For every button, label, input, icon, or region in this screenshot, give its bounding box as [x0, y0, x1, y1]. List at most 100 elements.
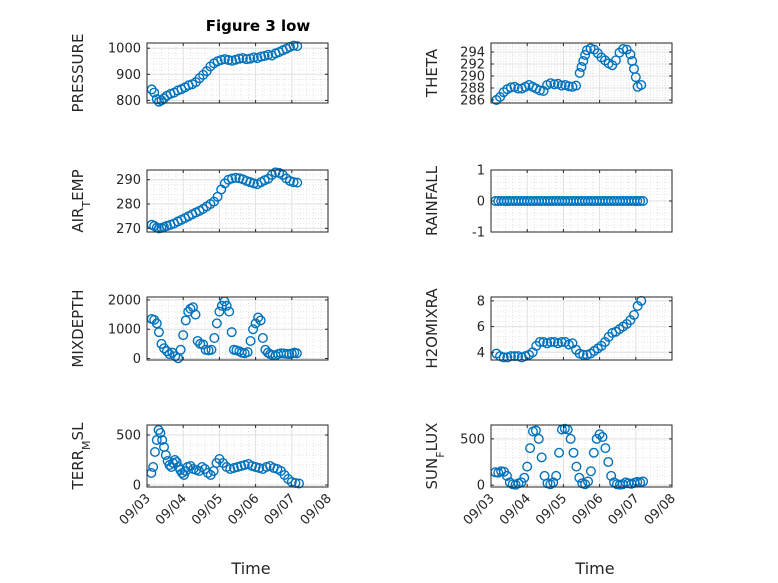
data-point — [149, 87, 160, 98]
data-point — [227, 173, 238, 184]
data-point — [580, 479, 591, 490]
data-points — [146, 40, 303, 107]
data-point — [291, 348, 302, 359]
data-point — [292, 177, 303, 188]
data-point — [594, 429, 605, 440]
data-point — [161, 346, 172, 357]
data-point — [638, 195, 649, 206]
data-point — [638, 476, 649, 487]
y-tick-label: 2000 — [108, 293, 141, 308]
data-point — [253, 312, 264, 323]
data-point — [248, 52, 259, 63]
data-point — [588, 447, 599, 458]
y-axis-label-part: MIXDEPTH — [69, 289, 87, 367]
data-point — [202, 468, 213, 479]
data-point — [148, 462, 159, 473]
y-tick-label: 0 — [133, 352, 141, 367]
axes-box — [490, 296, 673, 361]
data-point — [149, 220, 160, 231]
data-point — [565, 433, 576, 444]
data-point — [245, 335, 256, 346]
data-point — [571, 80, 582, 91]
data-point — [223, 54, 234, 65]
y-tick-label: 280 — [116, 198, 141, 213]
y-axis-label-part: EMP — [69, 169, 87, 200]
y-axis-label-part: AIR — [69, 208, 87, 233]
data-point — [241, 54, 252, 65]
y-tick-label: 292 — [460, 58, 485, 73]
data-point — [630, 72, 641, 83]
y-tick-label: 270 — [116, 222, 141, 237]
data-point — [197, 462, 208, 473]
data-points — [491, 43, 647, 105]
y-axis-label: THETA — [423, 48, 441, 98]
axes-box — [146, 424, 329, 488]
y-axis-label: RAINFALL — [423, 165, 441, 236]
data-point — [234, 53, 245, 64]
y-axis-label: TERRMSL — [69, 422, 93, 491]
y-tick-label: 6 — [477, 320, 485, 335]
y-tick-label: 4 — [477, 346, 485, 361]
y-axis-label: PRESSURE — [69, 34, 87, 113]
data-point — [153, 327, 164, 338]
y-axis-label-subscript: T — [80, 201, 93, 209]
y-tick-label: 288 — [460, 82, 485, 97]
data-point — [545, 479, 556, 490]
data-point — [505, 82, 516, 93]
y-tick-label: 8 — [477, 294, 485, 309]
data-point — [288, 177, 299, 188]
data-point — [533, 433, 544, 444]
data-point — [635, 195, 646, 206]
data-point — [628, 310, 639, 321]
data-point — [149, 447, 160, 458]
grid-lines — [490, 297, 673, 360]
data-point — [190, 309, 201, 320]
data-point — [556, 80, 567, 91]
data-point — [224, 306, 235, 317]
data-point — [211, 318, 222, 329]
y-axis-label-part: THETA — [423, 48, 441, 98]
data-point — [632, 195, 643, 206]
data-points — [146, 167, 303, 234]
data-point — [513, 83, 524, 94]
data-point — [155, 428, 166, 439]
data-point — [248, 324, 259, 335]
data-point — [580, 50, 591, 61]
y-axis-label-part: RAINFALL — [423, 165, 441, 236]
y-tick-label: 290 — [116, 173, 141, 188]
y-axis-label-part: TERR — [69, 450, 87, 491]
figure-title: Figure 3 low — [206, 17, 311, 35]
y-axis-label-part: LUX — [423, 423, 441, 452]
data-point — [568, 447, 579, 458]
data-point — [160, 450, 171, 461]
data-point — [255, 315, 266, 326]
data-point — [216, 54, 227, 65]
data-point — [636, 79, 647, 90]
data-point — [294, 478, 305, 489]
y-tick-label: 290 — [460, 70, 485, 85]
y-axis-label-subscript: M — [80, 440, 93, 450]
data-point — [585, 466, 596, 477]
data-point — [501, 470, 512, 481]
data-point — [610, 55, 621, 66]
data-point — [551, 470, 562, 481]
x-axis-label-left: Time — [230, 559, 270, 578]
data-point — [226, 327, 237, 338]
data-point — [534, 85, 545, 96]
data-point — [603, 457, 614, 468]
subplot-5: 0 1000 2000 MIXDEPTH — [69, 289, 329, 368]
axes-box — [146, 42, 329, 104]
y-axis-label: H2OMIXRA — [423, 288, 441, 369]
y-tick-label: 286 — [460, 94, 485, 109]
y-axis-label-part: SUN — [423, 458, 441, 490]
data-points — [146, 296, 302, 364]
data-point — [536, 452, 547, 463]
data-point — [288, 40, 299, 51]
data-point — [578, 56, 589, 67]
data-point — [554, 447, 565, 458]
data-point — [263, 49, 274, 60]
subplot-4: -1 0 1 RAINFALL — [423, 164, 673, 241]
data-point — [198, 339, 209, 350]
data-point — [180, 315, 191, 326]
